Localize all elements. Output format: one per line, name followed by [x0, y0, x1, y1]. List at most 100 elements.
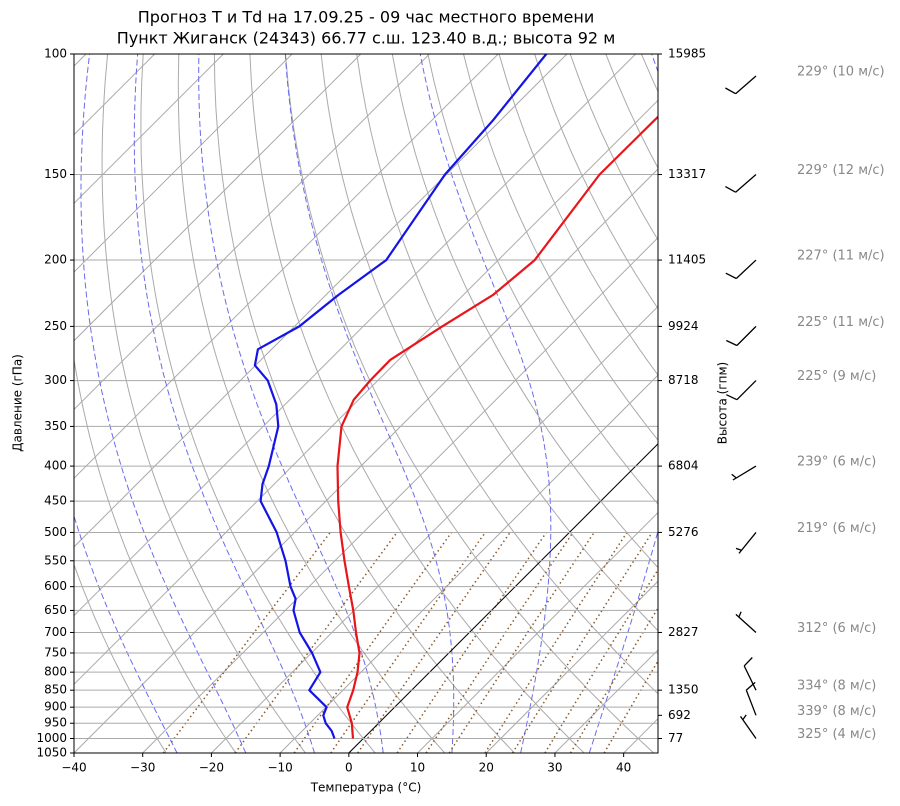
y-tick-label: 400 [44, 459, 67, 473]
y2-tick-label: 5276 [668, 525, 699, 539]
y-tick-label: 700 [44, 625, 67, 639]
y2-tick-label: 15985 [668, 47, 706, 61]
isotherm [623, 717, 658, 753]
y2-tick-label: 1350 [668, 683, 699, 697]
isotherm [74, 54, 636, 617]
dry-adiabat [320, 54, 658, 695]
mixing-ratio-line [448, 531, 595, 753]
dry-adiabat [101, 54, 306, 753]
wind-barb [726, 380, 757, 401]
moist-adiabat [284, 54, 455, 753]
y-axis-label: Давление (гПа) [11, 354, 25, 452]
isotherm [74, 54, 430, 411]
moist-adiabat [657, 751, 658, 753]
mixing-ratio-line [425, 531, 574, 753]
y-tick-label: 850 [44, 683, 67, 697]
dry-adiabat [784, 54, 900, 753]
y2-tick-label: 6804 [668, 459, 699, 473]
mixing-ratio-line [511, 531, 653, 753]
isotherm [74, 168, 658, 753]
zero-isotherm [348, 443, 658, 753]
y-tick-label: 150 [44, 167, 67, 181]
isotherm [142, 236, 658, 753]
isotherm [74, 99, 658, 686]
moist-adiabat [133, 54, 315, 753]
y-tick-label: 650 [44, 603, 67, 617]
mixing-ratio-line [569, 606, 658, 753]
dry-adiabat [605, 54, 658, 169]
wind-barb [739, 714, 757, 739]
x-tick-label: −10 [267, 761, 292, 775]
wind-label: 229° (10 м/с) [797, 65, 885, 80]
isotherm [74, 54, 224, 205]
wind-barb [725, 259, 757, 280]
dry-adiabat [640, 54, 658, 93]
mixing-ratio-line [603, 659, 658, 753]
mixing-ratio-line [162, 531, 331, 753]
wind-barb [745, 681, 757, 716]
y-tick-label: 100 [44, 47, 67, 61]
wind-label: 227° (11 м/с) [797, 249, 885, 264]
wind-label: 225° (9 м/с) [797, 369, 876, 384]
chart-subtitle: Пункт Жиганск (24343) 66.77 с.ш. 123.40 … [117, 29, 616, 48]
profiles [253, 54, 658, 739]
dry-adiabat [463, 54, 658, 441]
dry-adiabat [140, 54, 376, 753]
x-tick-label: −40 [61, 761, 86, 775]
dry-adiabat [569, 54, 658, 241]
moist-adiabat [588, 54, 658, 753]
mixing-ratio-line [330, 531, 486, 753]
wind-barb [735, 611, 757, 633]
y-tick-label: 1000 [36, 731, 67, 745]
dry-adiabat [713, 54, 900, 753]
y-tick-label: 1050 [36, 746, 67, 760]
y-tick-label: 900 [44, 700, 67, 714]
wind-label: 334° (8 м/с) [797, 679, 876, 694]
y-tick-label: 300 [44, 373, 67, 387]
y2-tick-label: 11405 [668, 253, 706, 267]
dry-adiabat [427, 54, 658, 505]
y2-tick-label: 9924 [668, 319, 699, 333]
isotherm [74, 54, 362, 342]
profile-line [336, 115, 658, 739]
wind-label: 239° (6 м/с) [797, 455, 876, 470]
y-tick-label: 350 [44, 419, 67, 433]
y-tick-label: 750 [44, 645, 67, 659]
y-tick-label: 250 [44, 319, 67, 333]
wind-barb [731, 465, 757, 481]
wind-label: 229° (12 м/с) [797, 163, 885, 178]
x-tick-label: −30 [130, 761, 155, 775]
wind-barb [735, 532, 757, 554]
dry-adiabat [213, 54, 515, 753]
wind-label: 325° (4 м/с) [797, 727, 876, 742]
moist-adiabat [419, 54, 552, 753]
chart-title: Прогноз T и Td на 17.09.25 - 09 час мест… [138, 8, 594, 27]
wind-barb [726, 325, 757, 347]
x-tick-label: 20 [479, 761, 494, 775]
y-tick-label: 800 [44, 665, 67, 679]
isotherm [417, 511, 658, 753]
isotherm [485, 580, 658, 753]
dry-adiabat [677, 54, 900, 753]
dry-adiabat [249, 54, 585, 753]
isotherm [74, 54, 293, 273]
dry-adiabat [498, 54, 658, 376]
x-tick-label: −20 [199, 761, 224, 775]
y-tick-label: 200 [44, 253, 67, 267]
dry-adiabat [177, 54, 446, 753]
y-tick-label: 950 [44, 716, 67, 730]
y2-axis-label: Высота (гпм) [716, 362, 730, 444]
isotherm [279, 374, 658, 753]
dry-adiabat [391, 54, 658, 569]
plot-frame [73, 53, 659, 754]
isotherm [211, 305, 658, 753]
x-tick-label: 40 [616, 761, 631, 775]
isotherm [348, 443, 658, 753]
dry-adiabat [356, 54, 658, 632]
dry-adiabat [74, 356, 237, 753]
wind-label: 339° (8 м/с) [797, 704, 876, 719]
x-tick-label: 30 [547, 761, 562, 775]
y2-tick-label: 8718 [668, 373, 699, 387]
dry-adiabat [285, 54, 655, 753]
wind-label: 225° (11 м/с) [797, 315, 885, 330]
